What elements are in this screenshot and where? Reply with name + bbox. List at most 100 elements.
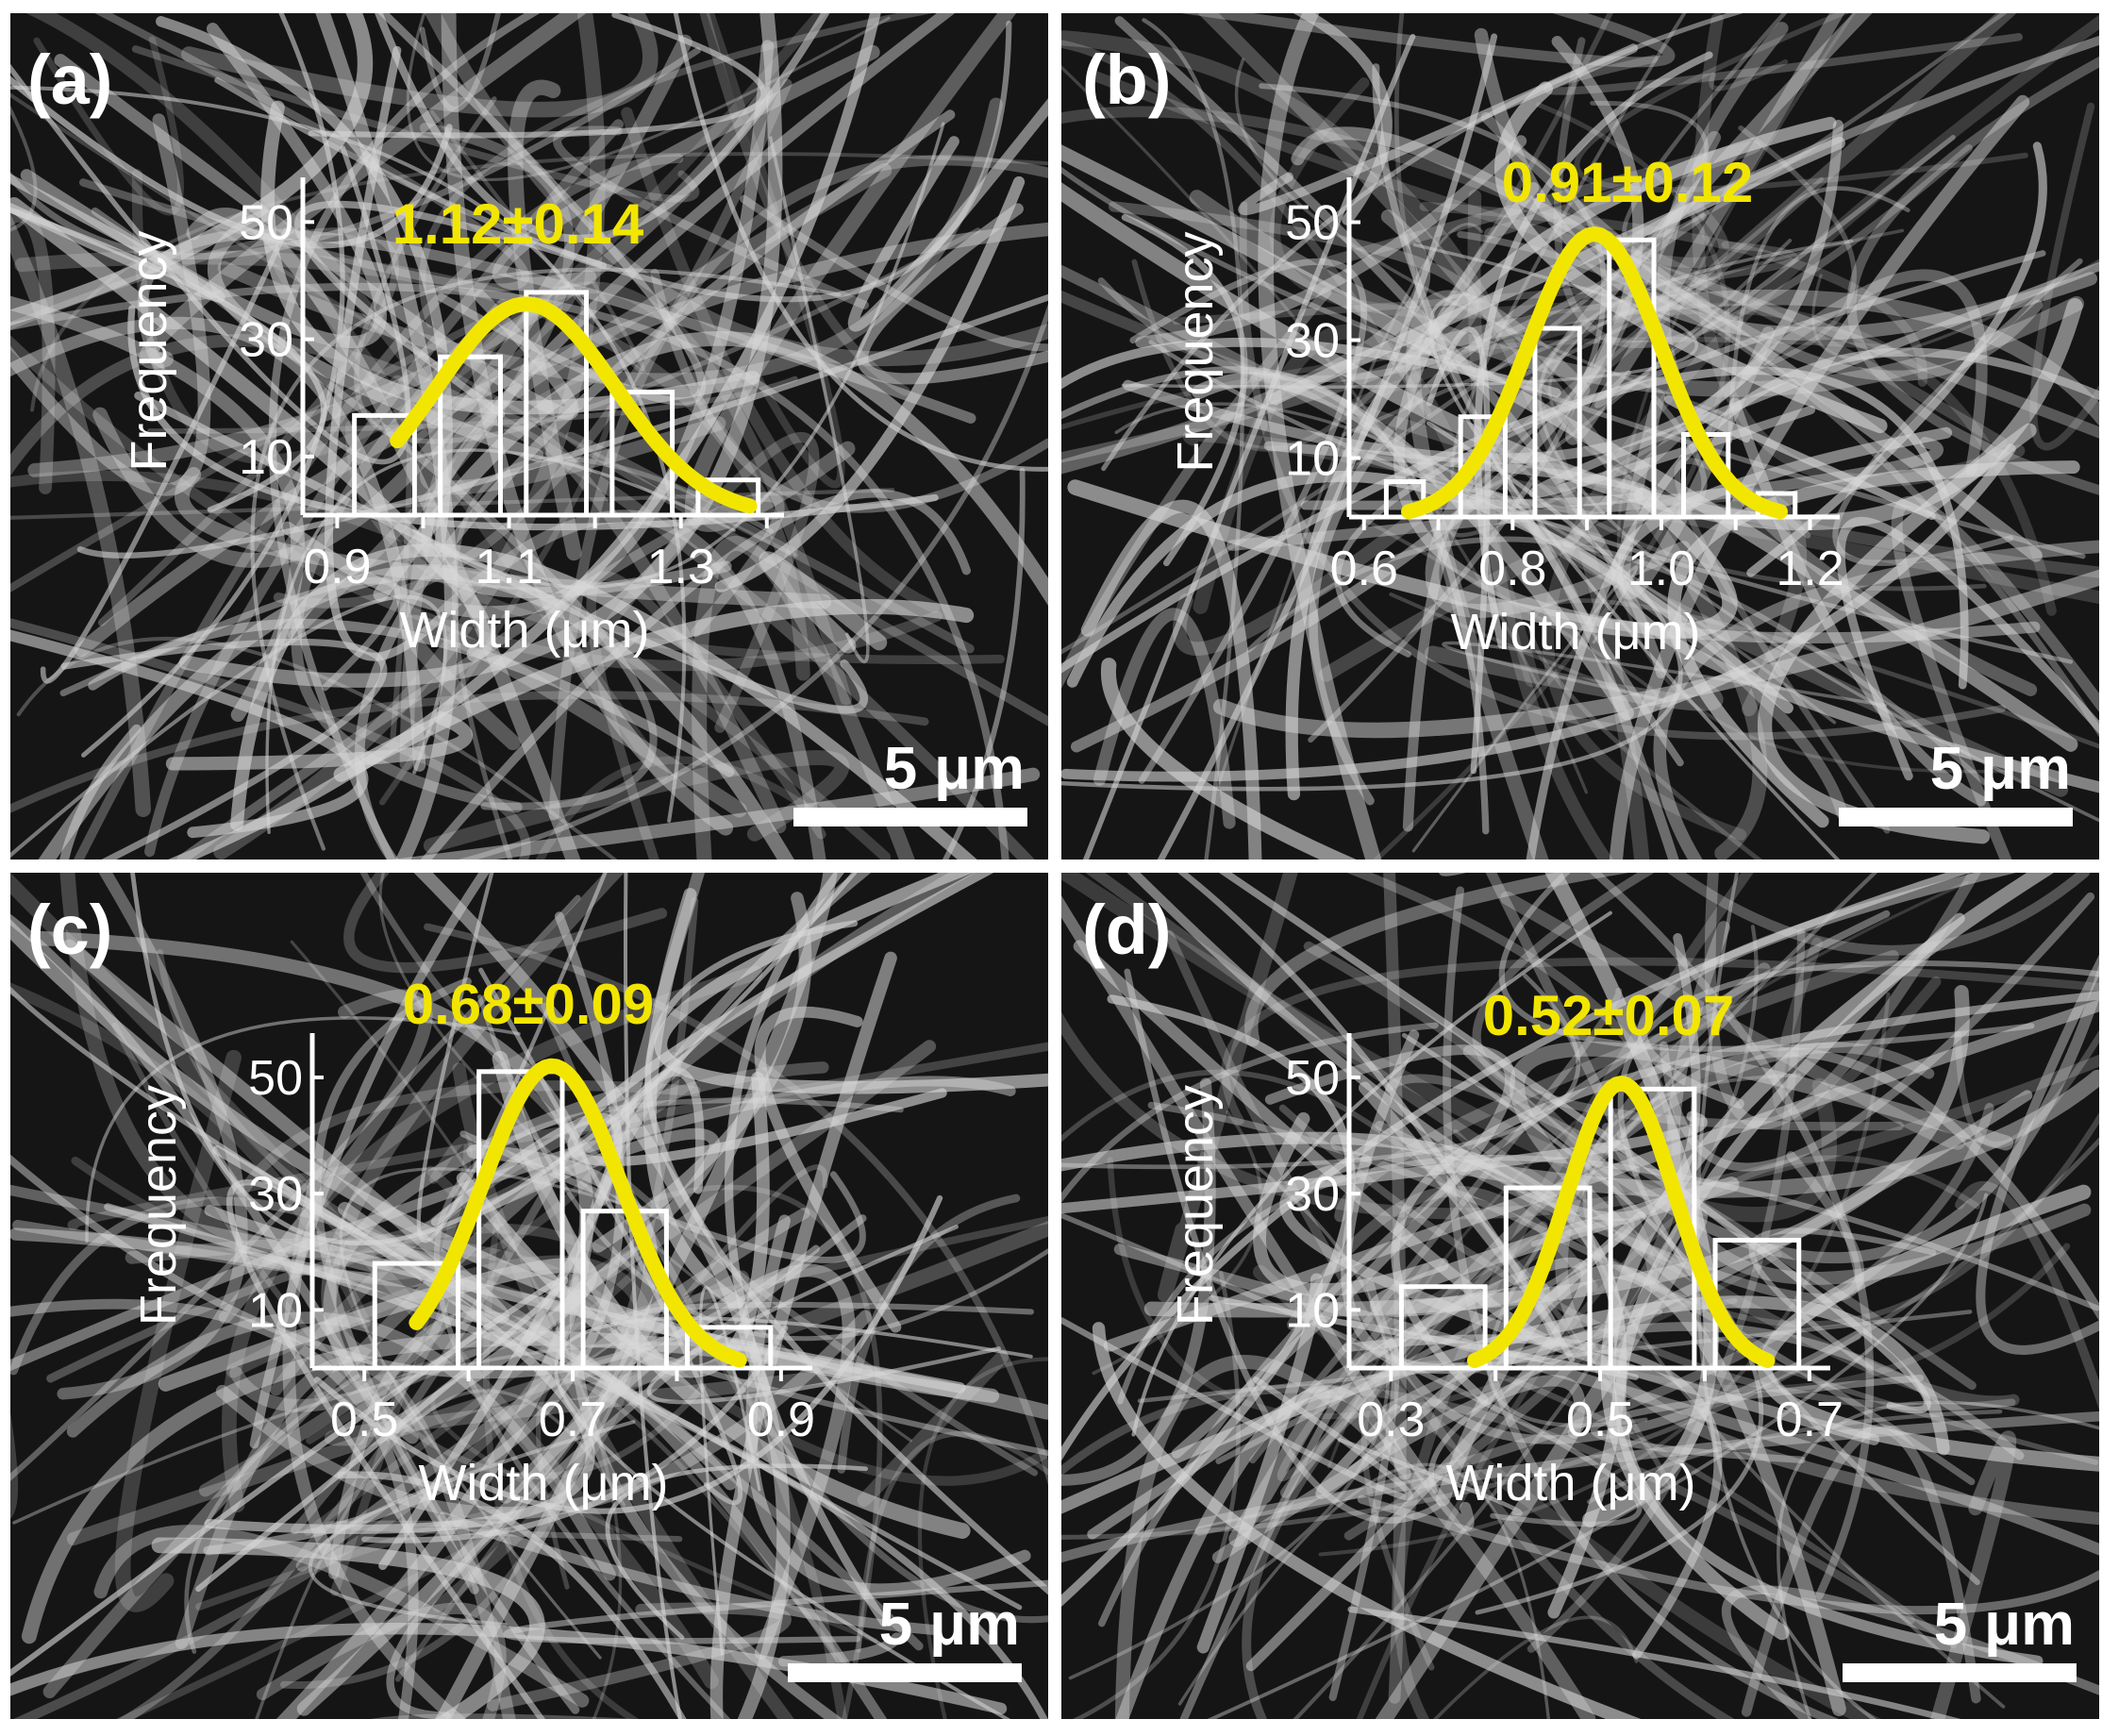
- fiber: [1061, 1110, 1708, 1214]
- fiber: [1954, 1029, 2099, 1149]
- fiber: [1667, 873, 2091, 956]
- fiber: [273, 78, 792, 609]
- sem-panel-a: (a) 10 30 50 0.9 1.1 1.3 Width (μm) Frequency 1…: [10, 13, 1048, 860]
- fiber: [1061, 1212, 1643, 1527]
- fiber: [1846, 56, 2099, 495]
- panel-label: (d): [1082, 891, 1172, 969]
- x-tick-label: 0.8: [1478, 542, 1546, 596]
- fiber: [1135, 135, 1527, 348]
- fiber: [565, 431, 1048, 726]
- fiber: [1365, 1279, 1862, 1444]
- x-tick-label: 0.5: [330, 1393, 398, 1447]
- fiber: [437, 509, 826, 860]
- fiber: [777, 1632, 902, 1667]
- fiber: [1123, 120, 1843, 464]
- fiber: [167, 13, 881, 860]
- fiber: [104, 1203, 1048, 1719]
- x-tick-label: 0.5: [1566, 1393, 1634, 1447]
- fiber: [1542, 14, 2099, 841]
- fiber: [621, 107, 941, 613]
- fiber: [1061, 421, 1683, 792]
- fiber: [361, 1325, 789, 1544]
- fiber: [312, 976, 580, 1714]
- fiber: [10, 282, 1009, 860]
- fiber: [1777, 1400, 2099, 1719]
- y-tick-label: 30: [248, 1167, 303, 1222]
- fiber: [1061, 209, 1431, 475]
- fiber: [419, 13, 501, 112]
- fiber: [10, 105, 38, 232]
- fiber: [290, 940, 622, 1719]
- fiber: [156, 949, 606, 1322]
- fiber: [255, 1389, 626, 1719]
- fiber: [1467, 189, 1614, 860]
- fiber: [1667, 460, 2080, 828]
- fiber: [81, 13, 345, 758]
- fiber: [1494, 81, 1888, 434]
- width-histogram: 10 30 50 0.9 1.1 1.3 Width (μm) Frequency: [121, 177, 784, 659]
- fiber: [20, 23, 387, 349]
- fiber: [1620, 257, 2099, 439]
- gaussian-fit-curve: [409, 1058, 747, 1368]
- fiber: [1087, 70, 1729, 268]
- fiber: [1391, 991, 2099, 1405]
- fiber: [1228, 1388, 1331, 1547]
- fiber: [768, 136, 870, 664]
- fiber: [1528, 261, 2099, 498]
- fiber: [1253, 1264, 1882, 1719]
- fiber: [10, 213, 152, 817]
- fiber: [1197, 13, 1768, 860]
- fiber: [917, 1357, 1048, 1719]
- fiber: [1347, 1606, 1961, 1719]
- y-tick-label: 10: [248, 1283, 303, 1338]
- x-axis-title: Width (μm): [399, 602, 649, 659]
- fiber: [1616, 1047, 2099, 1322]
- histogram-bar: [1532, 326, 1582, 520]
- y-tick-label: 30: [1285, 314, 1340, 369]
- fiber: [147, 376, 798, 434]
- fiber: [1219, 873, 1931, 1414]
- x-tick-label: 1.3: [647, 540, 715, 594]
- sem-panel-d: (d) 10 30 50 0.3 0.5 0.7 Width (μm) Frequency 0…: [1061, 873, 2099, 1719]
- fiber: [93, 1525, 590, 1708]
- fiber: [412, 122, 945, 590]
- fiber: [1242, 1221, 1548, 1719]
- fiber: [1443, 886, 1840, 1719]
- fiber: [1345, 303, 2057, 616]
- fiber: [14, 250, 810, 681]
- fiber: [265, 448, 736, 835]
- fiber: [88, 618, 735, 777]
- y-tick-label: 30: [239, 313, 293, 368]
- fiber: [1068, 1162, 1391, 1680]
- fiber: [1066, 470, 1793, 714]
- y-axis-title: Frequency: [1167, 1085, 1224, 1326]
- fiber: [646, 1225, 1001, 1405]
- fiber: [1147, 1101, 1976, 1486]
- fiber: [458, 303, 1048, 860]
- y-tick-label: 50: [1285, 196, 1340, 251]
- fiber: [10, 982, 371, 1328]
- fiber: [1709, 58, 1789, 92]
- fiber: [280, 40, 775, 619]
- fiber: [1452, 1111, 2099, 1327]
- fiber: [175, 467, 832, 609]
- fiber: [856, 1430, 1048, 1653]
- fiber: [1372, 63, 1684, 767]
- fiber-mesh: [10, 13, 1048, 860]
- fiber: [1137, 1310, 1973, 1404]
- fiber: [343, 873, 668, 974]
- fiber: [296, 1143, 659, 1716]
- fiber: [1402, 490, 1679, 860]
- fiber: [1253, 1111, 1449, 1297]
- fiber: [1061, 873, 1971, 1461]
- sem-panel-b: (b) 10 30 50 0.6 0.8 1.0 1.2 Width (μm) Frequenc…: [1061, 13, 2099, 860]
- fiber: [1124, 968, 1442, 1524]
- fiber: [572, 432, 820, 733]
- fiber: [10, 209, 56, 494]
- fiber: [218, 989, 433, 1325]
- fiber: [1093, 608, 1236, 829]
- fiber: [1142, 18, 1245, 860]
- fiber: [425, 13, 1048, 367]
- panel-overlay: (b) 10 30 50 0.6 0.8 1.0 1.2 Width (μm) Frequenc…: [1082, 41, 2073, 826]
- fiber: [1393, 13, 1987, 592]
